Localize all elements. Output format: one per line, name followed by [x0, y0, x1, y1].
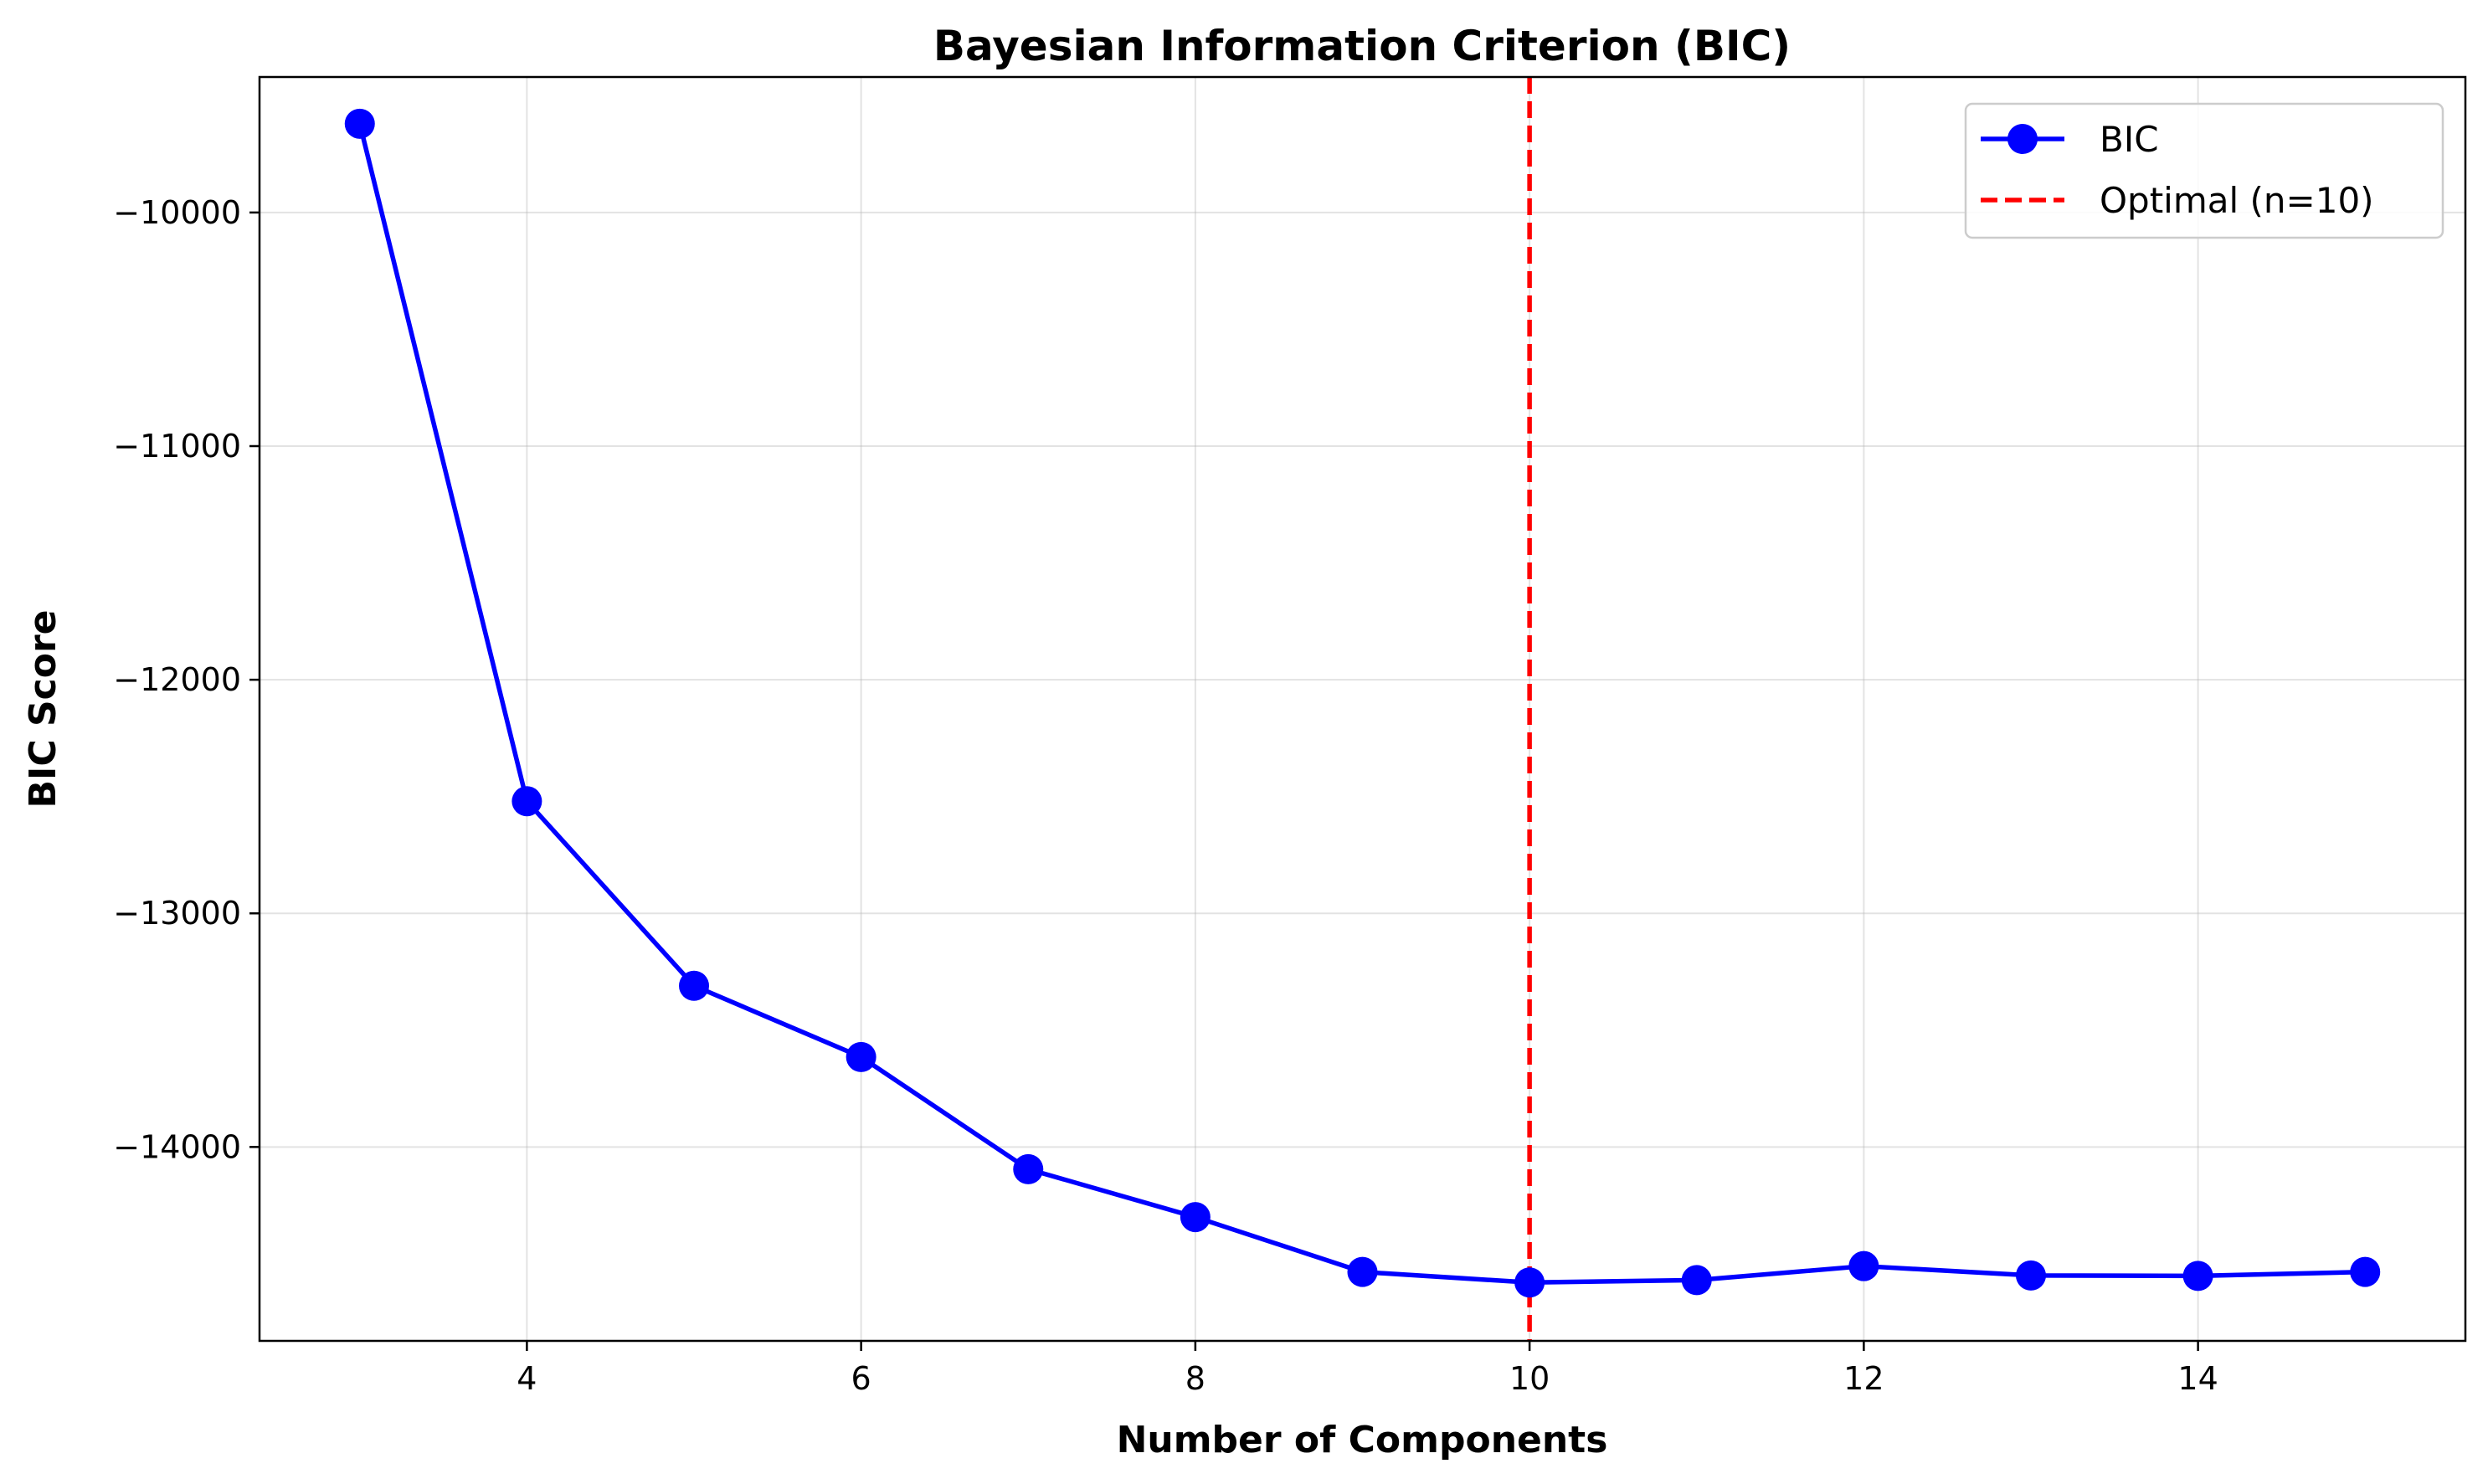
legend-box [1964, 102, 2444, 239]
bic-data-point [1514, 1267, 1545, 1298]
x-tick-label: 6 [851, 1360, 871, 1397]
plot-frame [258, 75, 2467, 1343]
x-axis-ticks: 4 6 8 10 12 14 [517, 1341, 2218, 1397]
bic-data-point [2015, 1260, 2046, 1291]
y-axis-ticks: −10000 −11000 −12000 −13000 −14000 [113, 194, 260, 1165]
bic-data-point [1848, 1250, 1879, 1281]
x-tick-label: 10 [1509, 1360, 1550, 1397]
legend: BIC Optimal (n=10) [1964, 102, 2444, 239]
x-tick-label: 8 [1185, 1360, 1205, 1397]
bic-data-point [1347, 1256, 1378, 1287]
legend-bic-marker-swatch [2007, 124, 2038, 154]
bic-data-point [344, 108, 375, 139]
bic-data-point [2182, 1261, 2213, 1291]
bic-series-points [344, 108, 2381, 1298]
bic-data-point [1681, 1265, 1712, 1296]
bic-data-point [2350, 1256, 2381, 1287]
x-tick-label: 12 [1843, 1360, 1884, 1397]
bic-data-point [511, 786, 542, 817]
bic-data-point [1180, 1202, 1211, 1233]
y-tick-label: −14000 [113, 1128, 241, 1165]
y-tick-label: −10000 [113, 194, 241, 231]
y-axis-label: BIC Score [22, 609, 64, 808]
bic-data-point [679, 970, 710, 1001]
y-tick-label: −11000 [113, 428, 241, 465]
plot-area [344, 77, 2381, 1341]
bic-data-point [1013, 1153, 1044, 1184]
chart-title: Bayesian Information Criterion (BIC) [933, 22, 1791, 70]
y-tick-label: −13000 [113, 895, 241, 932]
y-tick-label: −12000 [113, 661, 241, 698]
legend-bic-label: BIC [2100, 119, 2159, 160]
x-tick-label: 4 [517, 1360, 537, 1397]
bic-data-point [846, 1041, 876, 1072]
x-axis-label: Number of Components [1117, 1419, 1608, 1461]
x-tick-label: 14 [2177, 1360, 2218, 1397]
legend-optimal-label: Optimal (n=10) [2100, 180, 2374, 221]
